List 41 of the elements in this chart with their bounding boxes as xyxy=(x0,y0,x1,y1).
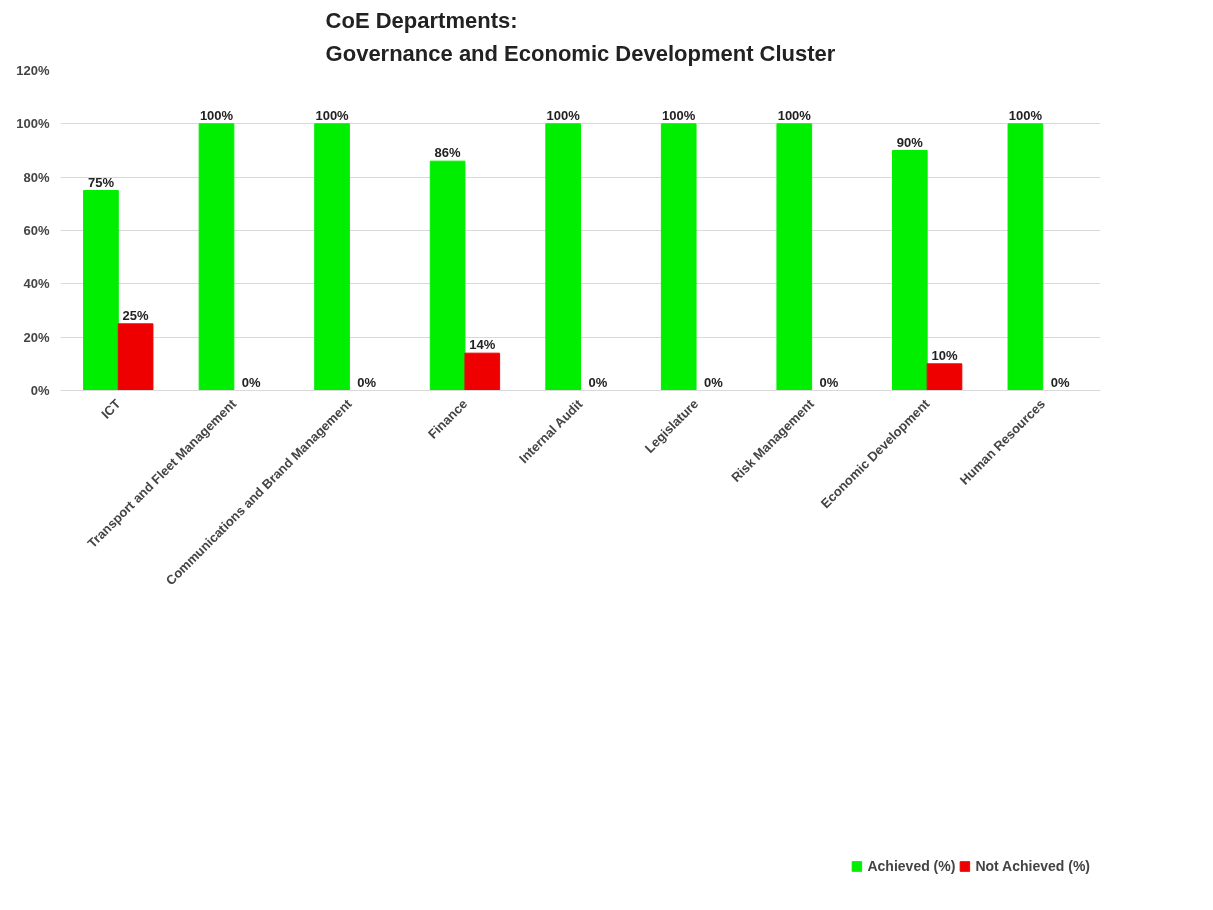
bar xyxy=(776,123,813,391)
y-tick-label: 20% xyxy=(23,329,50,345)
bar xyxy=(83,190,119,391)
x-tick-label: ICT xyxy=(98,396,124,422)
bar xyxy=(429,160,466,391)
bar xyxy=(545,123,581,391)
chart-title: CoE Departments: Governance and Economic Development Cluster xyxy=(325,8,836,66)
y-tick-label: 60% xyxy=(23,223,50,238)
y-tick-label: 120% xyxy=(16,63,50,78)
data-label: 10% xyxy=(931,347,958,363)
data-label: 90% xyxy=(896,134,924,150)
data-label: 100% xyxy=(662,107,696,123)
bar xyxy=(198,123,235,391)
data-label: 100% xyxy=(1008,107,1043,123)
legend-label: Achieved (%) xyxy=(867,858,956,874)
data-label: 86% xyxy=(434,145,462,161)
legend-label: Not Achieved (%) xyxy=(975,858,1090,874)
data-label: 75% xyxy=(87,174,115,190)
data-label: 0% xyxy=(703,374,724,390)
data-label: 0% xyxy=(241,374,261,390)
y-tick-label: 80% xyxy=(23,169,50,185)
data-label: 14% xyxy=(469,337,496,353)
bar xyxy=(892,150,928,391)
data-label: 0% xyxy=(588,374,608,390)
bar xyxy=(314,123,350,391)
data-label: 100% xyxy=(315,107,350,123)
data-label: 100% xyxy=(546,107,581,123)
data-label: 100% xyxy=(777,107,812,123)
data-label: 0% xyxy=(1050,374,1070,390)
y-tick-label: 0% xyxy=(30,383,50,398)
bar xyxy=(464,352,501,391)
data-label: 0% xyxy=(357,374,377,390)
bar xyxy=(660,123,697,391)
data-label: 0% xyxy=(819,374,839,390)
bar xyxy=(926,363,963,391)
data-label: 25% xyxy=(122,307,150,323)
bar xyxy=(117,323,154,391)
bar xyxy=(1007,123,1044,391)
y-tick-label: 40% xyxy=(23,276,50,292)
data-label: 100% xyxy=(199,107,234,123)
y-tick-label: 100% xyxy=(16,116,50,132)
